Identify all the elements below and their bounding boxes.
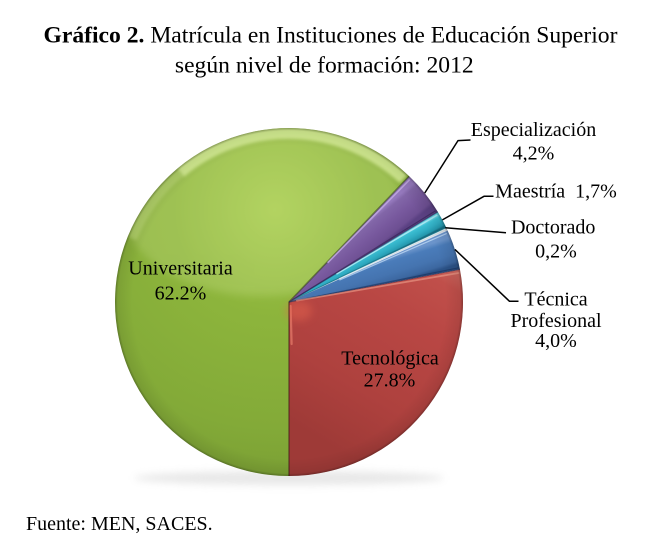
svg-text:0,2%: 0,2% [535, 241, 577, 263]
svg-text:Tecnológica: Tecnológica [341, 347, 439, 369]
svg-text:Universitaria: Universitaria [128, 258, 233, 280]
svg-text:Profesional: Profesional [510, 310, 602, 332]
svg-text:4,2%: 4,2% [513, 143, 555, 165]
svg-text:Maestría 1,7%: Maestría 1,7% [495, 181, 617, 203]
svg-text:Técnica: Técnica [524, 289, 587, 311]
svg-text:Especialización: Especialización [471, 119, 597, 141]
svg-text:62.2%: 62.2% [155, 282, 207, 304]
svg-text:4,0%: 4,0% [535, 330, 577, 352]
svg-text:Gráfico 2. Matrícula en Instit: Gráfico 2. Matrícula en Instituciones de… [44, 22, 618, 48]
svg-text:Fuente: MEN, SACES.: Fuente: MEN, SACES. [26, 513, 213, 535]
svg-text:Doctorado: Doctorado [511, 216, 595, 238]
svg-text:según nivel de formación: 2012: según nivel de formación: 2012 [175, 52, 474, 78]
svg-text:27.8%: 27.8% [364, 369, 416, 391]
